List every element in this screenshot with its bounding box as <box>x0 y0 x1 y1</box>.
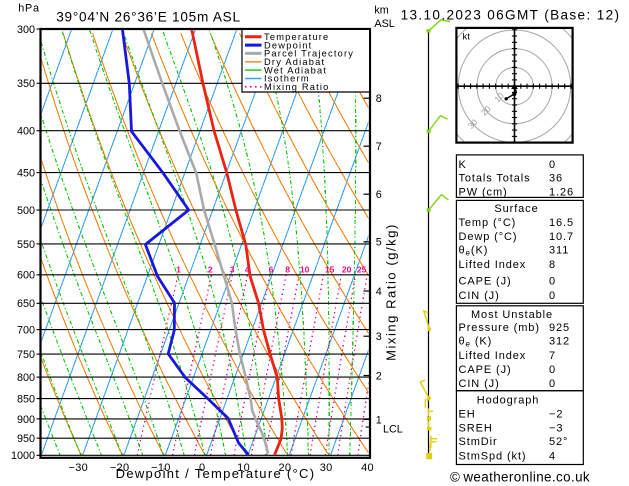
svg-text:Pressure (mb): Pressure (mb) <box>459 322 540 334</box>
svg-text:4: 4 <box>245 264 250 274</box>
svg-text:Temp (°C): Temp (°C) <box>459 217 517 229</box>
svg-text:Isotherm: Isotherm <box>264 74 310 84</box>
svg-text:400: 400 <box>17 126 35 138</box>
svg-text:550: 550 <box>17 239 35 251</box>
svg-text:700: 700 <box>17 325 35 337</box>
svg-text:Surface: Surface <box>494 203 538 215</box>
svg-text:−30: −30 <box>69 462 89 474</box>
svg-text:900: 900 <box>17 414 35 426</box>
svg-text:km: km <box>374 4 388 16</box>
svg-text:CIN (J): CIN (J) <box>459 378 500 390</box>
svg-text:K: K <box>459 159 467 171</box>
svg-text:7: 7 <box>376 141 382 153</box>
svg-text:312: 312 <box>549 336 570 348</box>
svg-text:500: 500 <box>17 205 35 217</box>
svg-text:750: 750 <box>17 349 35 361</box>
svg-text:6: 6 <box>269 264 274 274</box>
svg-text:−10: −10 <box>151 462 171 474</box>
svg-text:© weatheronline.co.uk: © weatheronline.co.uk <box>450 470 590 485</box>
svg-text:650: 650 <box>17 298 35 310</box>
svg-text:Temperature: Temperature <box>264 32 329 42</box>
svg-text:EH: EH <box>459 409 476 421</box>
svg-text:10: 10 <box>237 462 250 474</box>
svg-text:40: 40 <box>361 462 374 474</box>
svg-text:8: 8 <box>285 264 290 274</box>
svg-text:300: 300 <box>17 24 35 36</box>
svg-text:−3: −3 <box>549 422 563 434</box>
svg-text:Totals Totals: Totals Totals <box>459 173 531 185</box>
svg-text:8: 8 <box>549 259 556 271</box>
svg-text:1000: 1000 <box>11 450 35 462</box>
svg-text:StmDir: StmDir <box>459 436 498 448</box>
svg-text:θe (K): θe (K) <box>459 336 493 349</box>
svg-text:0: 0 <box>549 364 556 376</box>
svg-text:39°04’N 26°36’E 105m ASL: 39°04’N 26°36’E 105m ASL <box>56 10 241 25</box>
svg-text:PW (cm): PW (cm) <box>459 186 508 198</box>
svg-text:0: 0 <box>549 275 556 287</box>
svg-text:10: 10 <box>300 264 310 274</box>
svg-text:Mixing Ratio (g/kg): Mixing Ratio (g/kg) <box>384 223 399 361</box>
svg-text:0: 0 <box>549 378 556 390</box>
svg-text:1: 1 <box>376 414 382 426</box>
svg-text:Hodograph: Hodograph <box>477 395 540 407</box>
svg-text:Dewpoint: Dewpoint <box>264 40 312 50</box>
svg-text:2: 2 <box>208 264 213 274</box>
svg-text:15: 15 <box>325 264 335 274</box>
svg-text:925: 925 <box>549 322 570 334</box>
svg-text:Mixing Ratio: Mixing Ratio <box>264 82 330 92</box>
svg-text:6: 6 <box>376 189 382 201</box>
svg-text:CIN (J): CIN (J) <box>459 290 500 302</box>
svg-text:LCL: LCL <box>383 423 403 435</box>
svg-text:5: 5 <box>376 237 382 249</box>
svg-text:Dry Adiabat: Dry Adiabat <box>264 57 325 67</box>
svg-text:CAPE (J): CAPE (J) <box>459 364 512 376</box>
svg-text:0: 0 <box>549 290 556 302</box>
svg-text:Dewp (°C): Dewp (°C) <box>459 231 518 243</box>
svg-text:7: 7 <box>549 350 556 362</box>
svg-text:20: 20 <box>278 462 291 474</box>
svg-text:SREH: SREH <box>459 422 493 434</box>
svg-text:8: 8 <box>376 93 382 105</box>
svg-text:4: 4 <box>376 286 382 298</box>
svg-text:16.5: 16.5 <box>549 217 574 229</box>
svg-text:2: 2 <box>376 370 382 382</box>
svg-text:20: 20 <box>342 264 352 274</box>
svg-text:800: 800 <box>17 372 35 384</box>
svg-text:CAPE (J): CAPE (J) <box>459 275 512 287</box>
svg-text:θe(K): θe(K) <box>459 244 489 257</box>
svg-text:hPa: hPa <box>18 3 40 15</box>
svg-text:4: 4 <box>549 451 556 463</box>
svg-text:13.10.2023 06GMT (Base: 12): 13.10.2023 06GMT (Base: 12) <box>401 7 621 22</box>
svg-text:350: 350 <box>17 78 35 90</box>
svg-text:52°: 52° <box>549 436 568 448</box>
svg-text:36: 36 <box>549 173 563 185</box>
svg-text:10.7: 10.7 <box>549 231 574 243</box>
svg-text:ASL: ASL <box>374 18 394 30</box>
svg-text:1: 1 <box>176 264 181 274</box>
svg-text:0: 0 <box>549 159 556 171</box>
svg-text:−20: −20 <box>110 462 130 474</box>
svg-text:3: 3 <box>230 264 235 274</box>
svg-text:600: 600 <box>17 270 35 282</box>
svg-text:25: 25 <box>357 264 367 274</box>
svg-text:Lifted Index: Lifted Index <box>459 259 527 271</box>
svg-text:3: 3 <box>376 331 382 343</box>
svg-text:−2: −2 <box>549 409 563 421</box>
svg-text:450: 450 <box>17 168 35 180</box>
svg-text:950: 950 <box>17 433 35 445</box>
svg-text:311: 311 <box>549 244 569 256</box>
svg-text:Parcel Trajectory: Parcel Trajectory <box>264 49 354 59</box>
svg-text:Most Unstable: Most Unstable <box>471 309 553 321</box>
svg-text:1.26: 1.26 <box>549 186 574 198</box>
svg-text:30: 30 <box>320 462 333 474</box>
svg-text:Dewpoint / Temperature (°C): Dewpoint / Temperature (°C) <box>116 466 316 481</box>
svg-text:0: 0 <box>199 462 205 474</box>
svg-text:kt: kt <box>463 32 471 43</box>
svg-text:Lifted Index: Lifted Index <box>459 350 527 362</box>
svg-text:StmSpd (kt): StmSpd (kt) <box>459 451 527 463</box>
svg-text:Wet Adiabat: Wet Adiabat <box>264 65 327 75</box>
svg-text:850: 850 <box>17 394 35 406</box>
